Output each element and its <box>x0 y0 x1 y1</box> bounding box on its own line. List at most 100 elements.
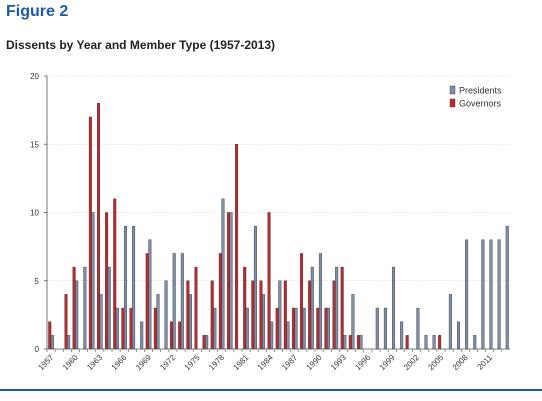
legend-label-presidents: Presidents <box>459 86 502 96</box>
bar-governors-1982 <box>251 280 255 350</box>
bar-presidents-1976 <box>205 335 209 350</box>
bar-presidents-1995 <box>359 335 363 350</box>
bar-presidents-1959 <box>67 335 71 350</box>
x-tick-label: 1966 <box>110 353 129 372</box>
bar-governors-1960 <box>72 266 76 350</box>
bar-presidents-1962 <box>91 212 95 350</box>
bar-presidents-2002 <box>416 307 420 350</box>
bar-presidents-1990 <box>318 253 322 350</box>
x-tick-label: 1987 <box>280 353 299 372</box>
x-tick-label: 1984 <box>256 353 275 372</box>
chart-title: Dissents by Year and Member Type (1957-2… <box>6 38 276 52</box>
bar-presidents-2011 <box>489 239 493 350</box>
bar-presidents-1997 <box>375 307 379 350</box>
x-tick-label: 1996 <box>353 353 372 372</box>
bar-governors-1969 <box>145 253 149 350</box>
y-tick-label: 0 <box>35 345 40 354</box>
bar-presidents-1988 <box>302 307 306 350</box>
bar-governors-1964 <box>105 212 109 350</box>
bar-presidents-1991 <box>327 307 331 350</box>
figure-label: Figure 2 <box>6 3 69 20</box>
bar-presidents-1992 <box>335 266 339 350</box>
bar-presidents-1986 <box>286 321 290 350</box>
bar-presidents-2006 <box>448 294 452 350</box>
bar-presidents-2012 <box>497 239 501 350</box>
bar-governors-1959 <box>64 294 68 350</box>
y-tick-label: 10 <box>30 209 39 218</box>
bar-governors-1994 <box>348 335 352 350</box>
x-tick-label: 2011 <box>476 353 495 372</box>
bar-governors-1992 <box>332 280 336 350</box>
bar-presidents-1993 <box>343 335 347 350</box>
bar-governors-1962 <box>88 116 92 350</box>
footer-rule <box>0 389 542 391</box>
bar-governors-1989 <box>308 280 312 350</box>
bar-governors-2001 <box>405 335 409 350</box>
legend-swatch-governors <box>449 98 456 108</box>
bar-presidents-2003 <box>424 335 428 350</box>
gridlines <box>47 75 510 282</box>
bar-presidents-1967 <box>132 225 136 350</box>
bar-presidents-1989 <box>310 266 314 350</box>
bar-governors-2005 <box>438 335 442 350</box>
bar-governors-1985 <box>275 307 279 350</box>
bar-presidents-2008 <box>465 239 469 350</box>
bar-presidents-1987 <box>294 307 298 350</box>
axes <box>44 75 510 352</box>
bar-governors-1970 <box>153 307 157 350</box>
bar-governors-1984 <box>267 212 271 350</box>
x-tick-label: 1978 <box>207 353 226 372</box>
bar-presidents-1979 <box>229 212 233 350</box>
bar-presidents-1982 <box>253 225 257 350</box>
bar-presidents-1981 <box>245 307 249 350</box>
x-tick-label: 2008 <box>451 353 470 372</box>
bar-presidents-2009 <box>473 335 477 350</box>
bar-presidents-1978 <box>221 198 225 350</box>
bar-governors-1977 <box>210 280 214 350</box>
bar-governors-1991 <box>324 307 328 350</box>
bar-presidents-1963 <box>99 294 103 350</box>
x-tick-label: 1969 <box>134 353 153 372</box>
bar-presidents-2010 <box>481 239 485 350</box>
bar-presidents-1972 <box>172 253 176 350</box>
bar-presidents-1957 <box>50 335 54 350</box>
bar-presidents-2004 <box>432 335 436 350</box>
bar-governors-1987 <box>291 307 295 350</box>
bar-governors-1957 <box>48 321 52 350</box>
bar-presidents-2007 <box>457 321 461 350</box>
bar-presidents-1966 <box>123 225 127 350</box>
bar-governors-1983 <box>259 280 263 350</box>
bar-presidents-1983 <box>262 294 266 350</box>
legend-label-governors: Governors <box>459 99 502 109</box>
bar-governors-1978 <box>218 253 222 350</box>
bar-governors-1972 <box>170 321 174 350</box>
bar-presidents-1970 <box>156 294 160 350</box>
legend-swatch-presidents <box>449 85 456 95</box>
bar-presidents-1974 <box>188 294 192 350</box>
x-tick-labels: 1957 1960 1963 1966 1969 1972 1975 1978 1981 1984… <box>37 353 495 372</box>
bar-presidents-1961 <box>83 266 87 350</box>
x-tick-label: 1981 <box>231 353 250 372</box>
x-tick-label: 1963 <box>85 353 104 372</box>
bar-governors-1995 <box>356 335 360 350</box>
bar-governors-1967 <box>129 307 133 350</box>
y-tick-label: 5 <box>35 277 40 286</box>
bar-governors-1965 <box>113 198 117 350</box>
bar-governors-1963 <box>96 103 100 350</box>
bar-presidents-1969 <box>148 239 152 350</box>
x-tick-label: 1993 <box>329 353 348 372</box>
legend: Presidents Governors <box>449 85 502 109</box>
bar-presidents-1994 <box>351 294 355 350</box>
bars <box>48 103 509 350</box>
bar-governors-1990 <box>316 307 320 350</box>
y-tick-label: 15 <box>30 140 39 149</box>
bar-governors-1975 <box>194 266 198 350</box>
bar-presidents-1977 <box>213 307 217 350</box>
bar-governors-1980 <box>235 144 239 350</box>
bar-presidents-1960 <box>75 280 79 350</box>
bar-presidents-1964 <box>107 266 111 350</box>
bar-presidents-1965 <box>115 307 119 350</box>
y-tick-labels: 0 5 10 15 20 <box>30 72 39 354</box>
bar-governors-1988 <box>300 253 304 350</box>
